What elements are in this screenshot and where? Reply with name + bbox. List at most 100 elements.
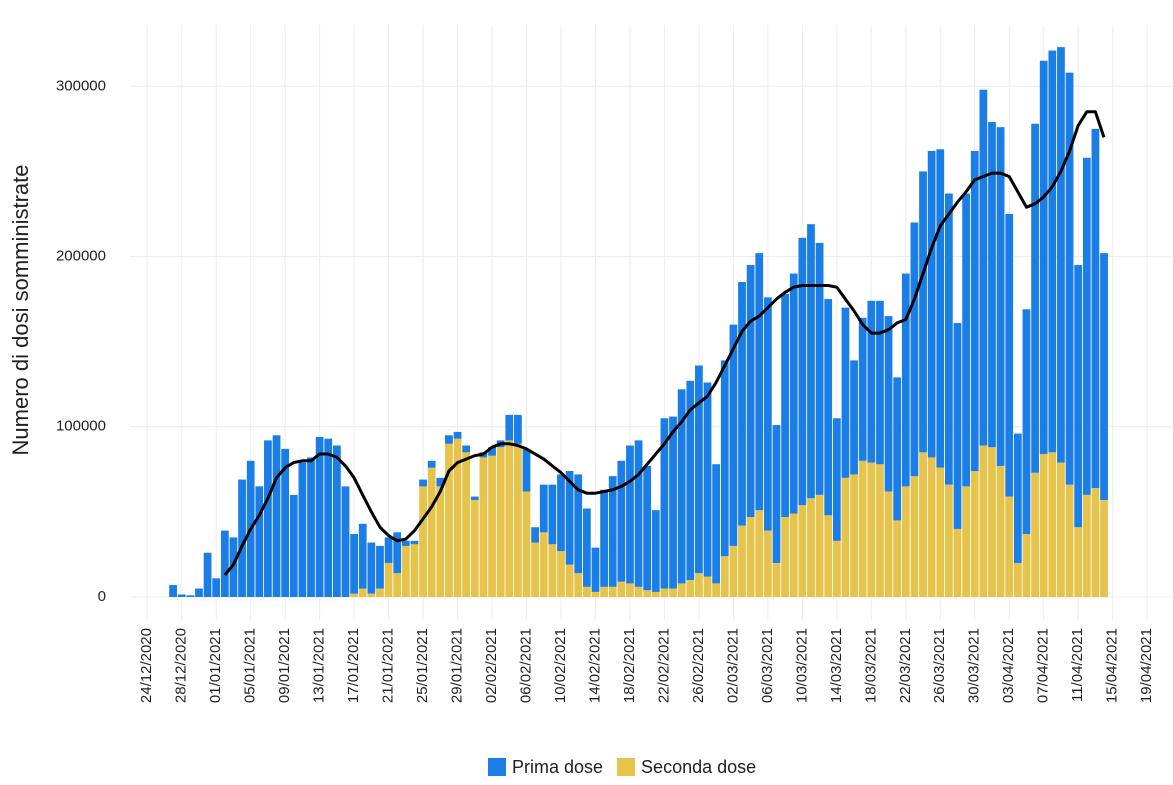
bar-segment [867,462,876,598]
bar-segment [1065,484,1074,598]
bar-segment [720,556,729,598]
bar-segment [1057,47,1065,463]
bar-segment [531,527,540,543]
bar-segment [470,496,479,500]
x-tick-label: 25/01/2021 [414,628,431,703]
x-tick-label: 05/01/2021 [242,628,259,703]
bar-segment [436,477,445,487]
bar-segment [979,89,988,446]
bar-segment [988,122,996,448]
bar-segment [884,316,893,492]
x-tick-label: 22/03/2021 [897,628,914,703]
bar-segment [410,540,419,545]
x-tick-label: 10/03/2021 [793,628,810,703]
bar-segment [1065,72,1074,485]
bar-segment [358,588,367,598]
bar-segment [1100,253,1108,500]
bar-segment [229,537,238,598]
bar-segment [729,324,738,546]
bar-segment [824,515,833,598]
bar-segment [1013,562,1022,598]
x-tick-label: 13/01/2021 [311,628,328,703]
bar-segment [393,532,402,574]
x-tick-label: 17/01/2021 [345,628,362,703]
bar-segment [962,193,971,487]
bar-segment [746,517,755,598]
bar-segment [462,445,471,453]
bar-segment [453,431,462,439]
bar-segment [703,382,712,577]
bar-segment [893,520,902,598]
bar-segment [496,447,505,598]
x-tick-label: 06/03/2021 [759,628,776,703]
bar-segment [169,585,177,598]
bar-segment [358,523,367,589]
bar-segment [445,435,453,444]
bar-segment [479,457,488,598]
bar-segment [858,317,867,461]
bar-segment [1091,128,1100,489]
bar-segment [522,491,531,598]
bar-segment [712,464,721,584]
x-tick-label: 22/02/2021 [655,628,672,703]
bar-segment [729,545,738,598]
bar-segment [203,552,212,598]
y-tick-label: 200000 [56,247,106,264]
bar-segment [367,593,376,598]
bar-segment [996,127,1005,466]
x-tick-label: 07/04/2021 [1035,628,1052,703]
bar-segment [755,510,764,598]
bar-segment [608,586,617,598]
bar-segment [695,365,703,574]
bar-segment [651,591,660,598]
bar-segment [608,476,617,587]
bar-segment [427,460,436,468]
bar-segment [841,477,850,598]
bar-segment [634,440,643,587]
bar-segment [307,457,315,598]
bar-segment [1005,213,1014,497]
bar-segment [669,416,677,589]
bar-segment [1022,534,1031,598]
bar-segment [1039,454,1048,598]
x-tick-label: 18/03/2021 [862,628,879,703]
bar-segment [970,471,979,598]
legend: Prima dose Seconda dose [488,757,756,777]
bar-segment [393,573,402,598]
bar-segment [531,542,540,598]
bar-segment [324,438,333,598]
bar-segment [798,505,807,598]
bar-segment [746,265,755,518]
bar-segment [255,486,264,598]
bar-segment [832,540,841,598]
x-tick-label: 14/03/2021 [828,628,845,703]
bar-segment [539,532,548,598]
bar-segment [1005,496,1014,598]
bar-segment [763,530,772,598]
x-tick-label: 21/01/2021 [380,628,397,703]
bar-segment [953,322,962,529]
bar-segment [815,494,824,598]
bar-segment [505,440,514,598]
x-tick-label: 11/04/2021 [1069,628,1086,702]
bar-segment [548,484,557,545]
x-tick-label: 30/03/2021 [966,628,983,703]
x-tick-label: 10/02/2021 [552,628,569,703]
bar-segment [738,282,746,526]
bar-segment [772,562,781,598]
bar-segment [841,307,850,478]
bar-segment [772,425,781,563]
bar-segment [927,457,936,598]
bar-segment [298,462,307,598]
x-tick-label: 18/02/2021 [621,628,638,703]
bar-segment [1031,472,1039,598]
bar-segment [781,293,789,518]
bar-segment [945,484,953,598]
x-tick-label: 24/12/2020 [138,628,155,703]
bar-segment [781,517,789,598]
bar-segment [574,573,583,598]
bar-segment [651,510,660,592]
bar-segment [514,443,522,598]
bar-segment [272,435,281,598]
bar-segment [557,474,565,552]
